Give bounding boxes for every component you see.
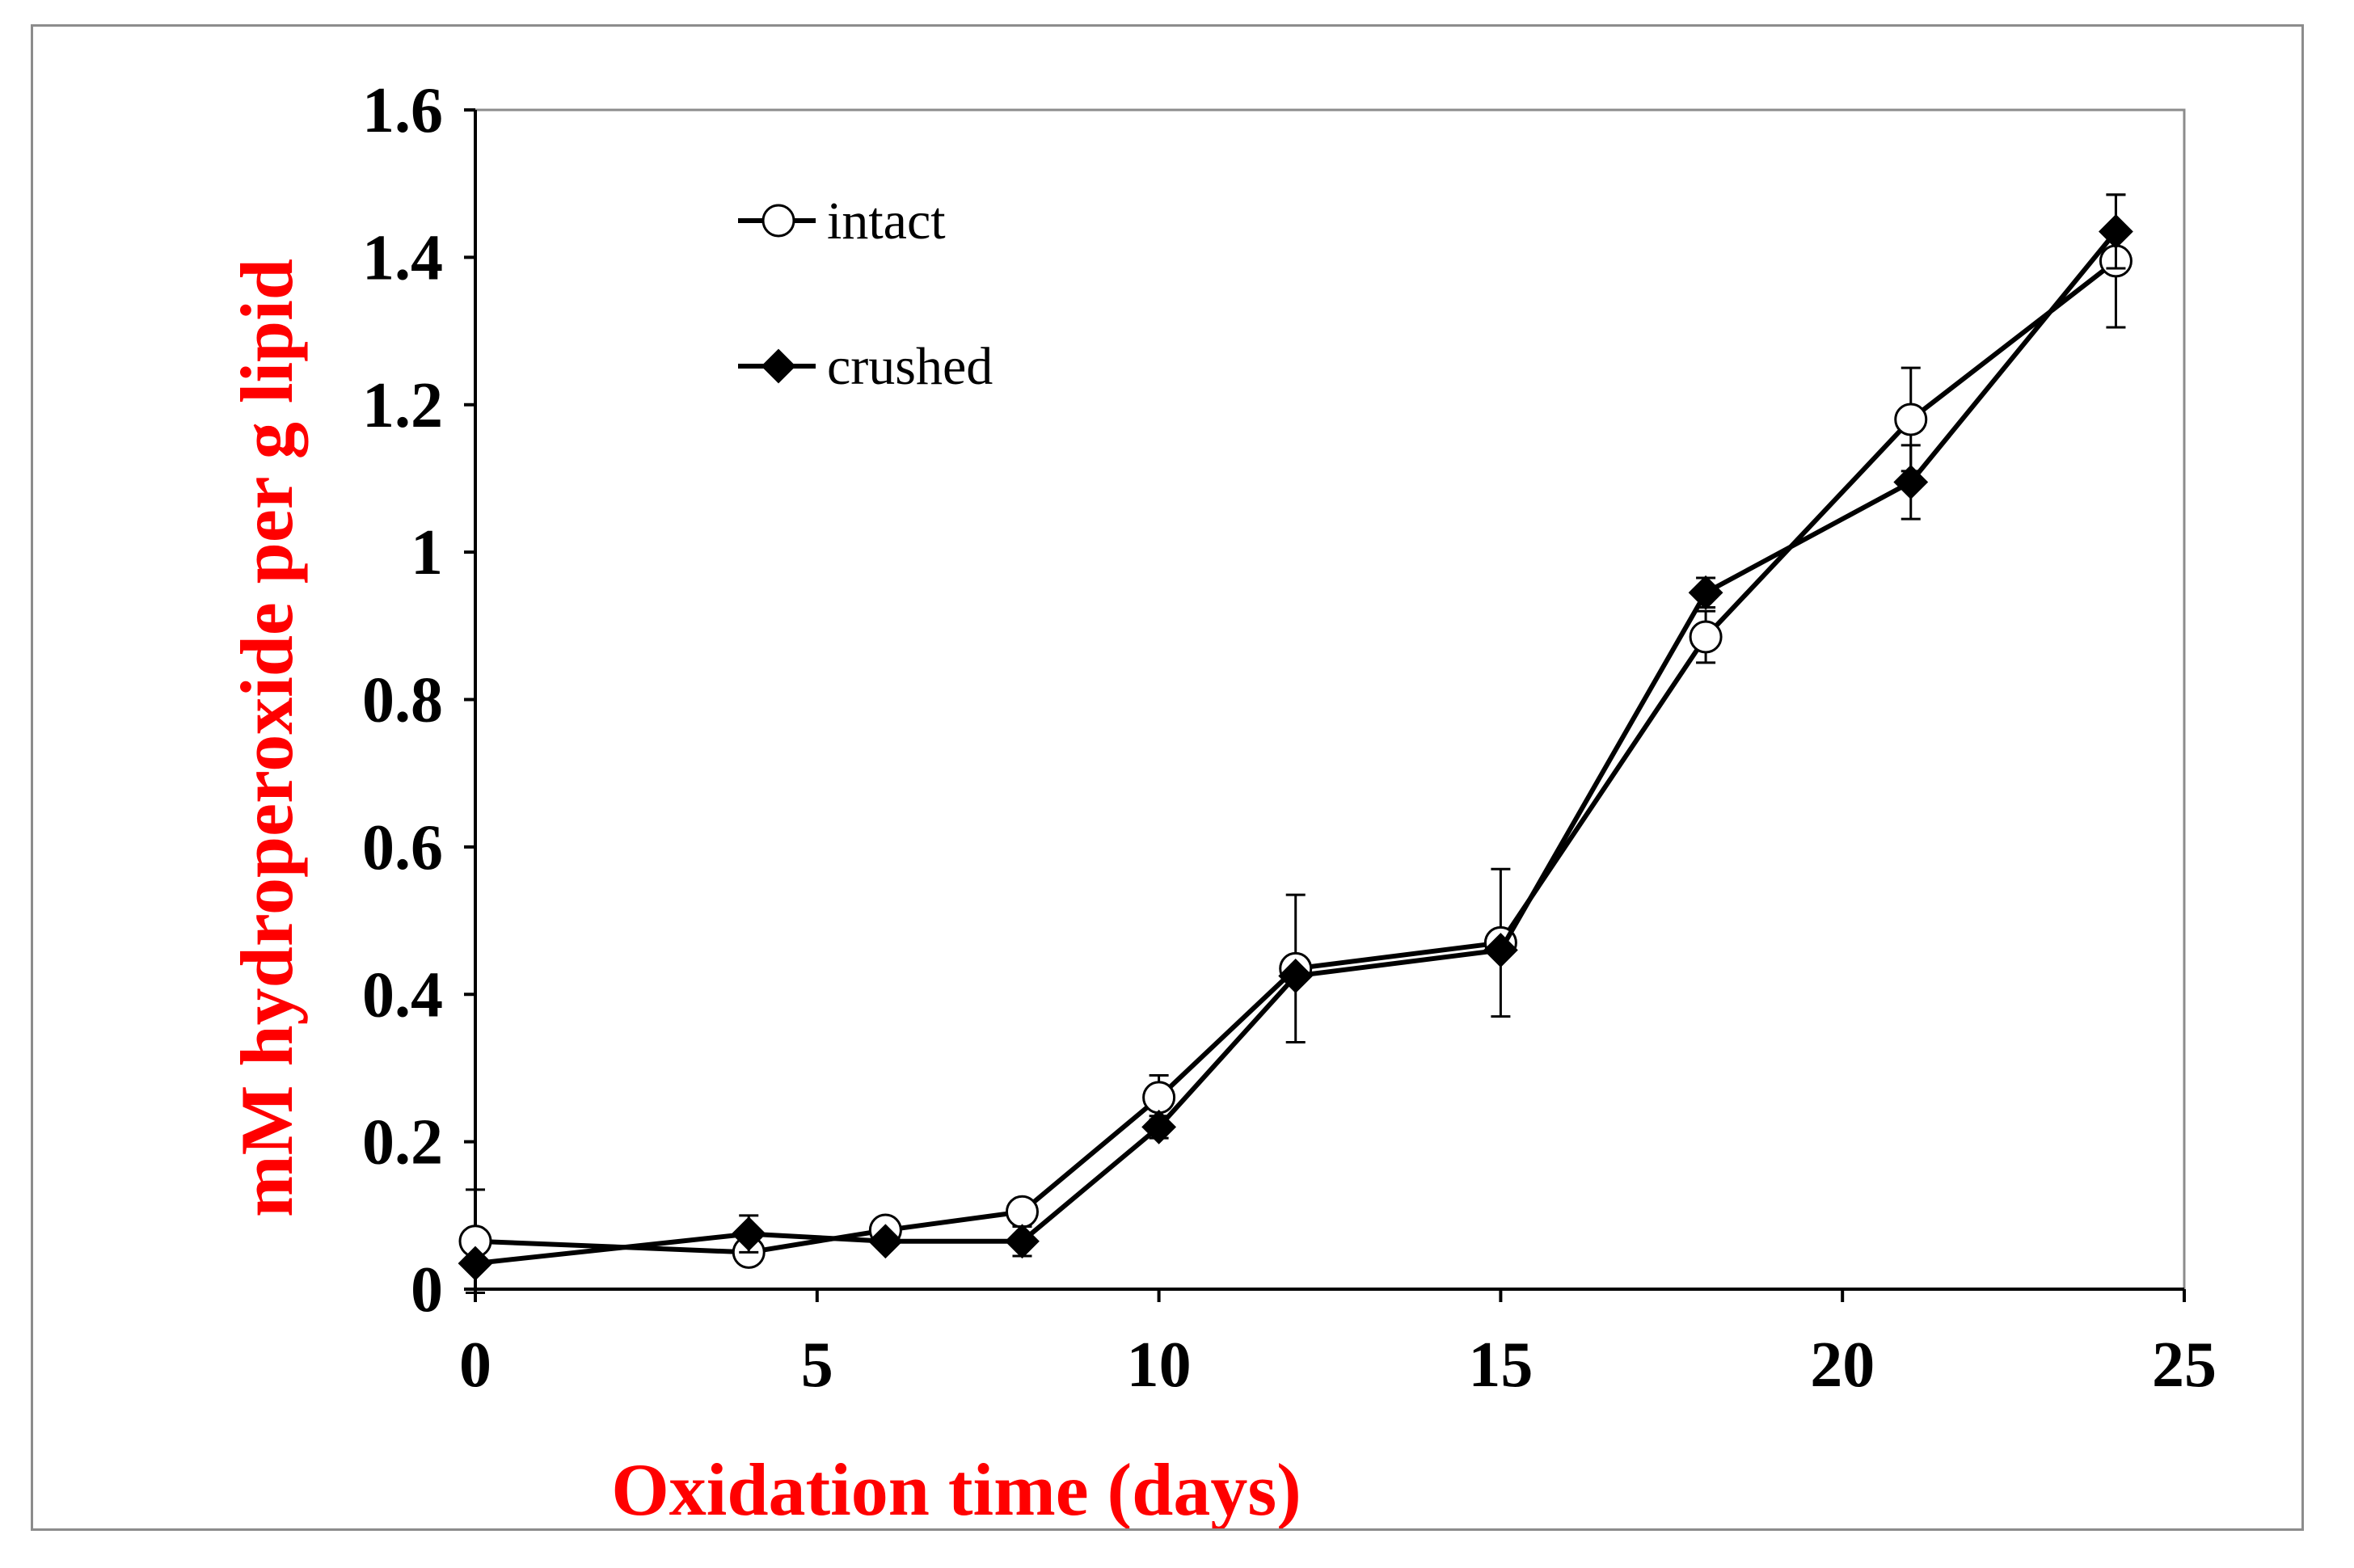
series-line-crushed	[475, 230, 2118, 1267]
data-point-crushed	[1688, 575, 1723, 610]
series-intact	[458, 193, 2133, 1295]
data-point-intact	[1142, 1081, 1176, 1115]
x-tick-label: 20	[1810, 1330, 1875, 1401]
y-axis-title: mM hydroperoxide per g lipid	[226, 259, 308, 1217]
data-point-intact	[1689, 620, 1723, 654]
legend: intact crushed	[738, 192, 993, 396]
data-point-crushed	[458, 1246, 493, 1281]
x-axis-ticks: 0 5 10 15 20 25	[459, 1289, 2217, 1401]
chart-frame: 0 0.2 0.4 0.6 0.8 1 1.2 1.4 1.6 0 5 10 15 20 25 intac…	[31, 24, 2304, 1531]
x-tick-label: 25	[2152, 1330, 2217, 1401]
legend-item-intact: intact	[738, 192, 946, 251]
data-point-crushed	[1005, 1224, 1040, 1259]
data-point-intact	[1894, 403, 1928, 436]
y-tick-label: 1.2	[362, 370, 443, 441]
y-tick-label: 1	[411, 517, 443, 588]
plot-area	[474, 108, 2186, 1291]
y-tick-label: 0.4	[362, 959, 443, 1031]
chart: 0 0.2 0.4 0.6 0.8 1 1.2 1.4 1.6 0 5 10 15 20 25 intac…	[226, 75, 2217, 1528]
y-tick-label: 0.2	[362, 1107, 443, 1178]
data-point-crushed	[867, 1224, 903, 1259]
data-point-crushed	[1278, 959, 1314, 993]
data-point-crushed	[1483, 933, 1518, 967]
plot-border	[474, 108, 2186, 1291]
legend-item-crushed: crushed	[738, 337, 993, 396]
y-tick-label: 1.4	[362, 222, 443, 293]
y-tick-label: 0.6	[362, 812, 443, 883]
legend-marker	[761, 204, 795, 238]
x-tick-label: 10	[1127, 1330, 1192, 1401]
series-layer	[458, 193, 2133, 1295]
x-axis-title: Oxidation time (days)	[611, 1448, 1301, 1528]
legend-marker	[761, 348, 796, 384]
legend-label: crushed	[827, 337, 993, 396]
y-tick-label: 1.6	[362, 75, 443, 146]
x-tick-label: 5	[801, 1330, 833, 1401]
y-tick-label: 0	[411, 1254, 443, 1326]
data-point-crushed	[731, 1216, 766, 1252]
data-point-crushed	[1141, 1109, 1177, 1144]
series-line-intact	[475, 259, 2118, 1255]
y-tick-label: 0.8	[362, 665, 443, 736]
x-tick-label: 15	[1468, 1330, 1533, 1401]
y-axis-ticks: 0 0.2 0.4 0.6 0.8 1 1.2 1.4 1.6	[362, 75, 475, 1326]
data-point-crushed	[2099, 214, 2133, 249]
series-crushed	[458, 193, 2133, 1281]
legend-label: intact	[827, 192, 946, 251]
data-point-crushed	[1893, 465, 1929, 499]
data-point-intact	[1005, 1195, 1039, 1229]
x-tick-label: 0	[459, 1330, 491, 1401]
